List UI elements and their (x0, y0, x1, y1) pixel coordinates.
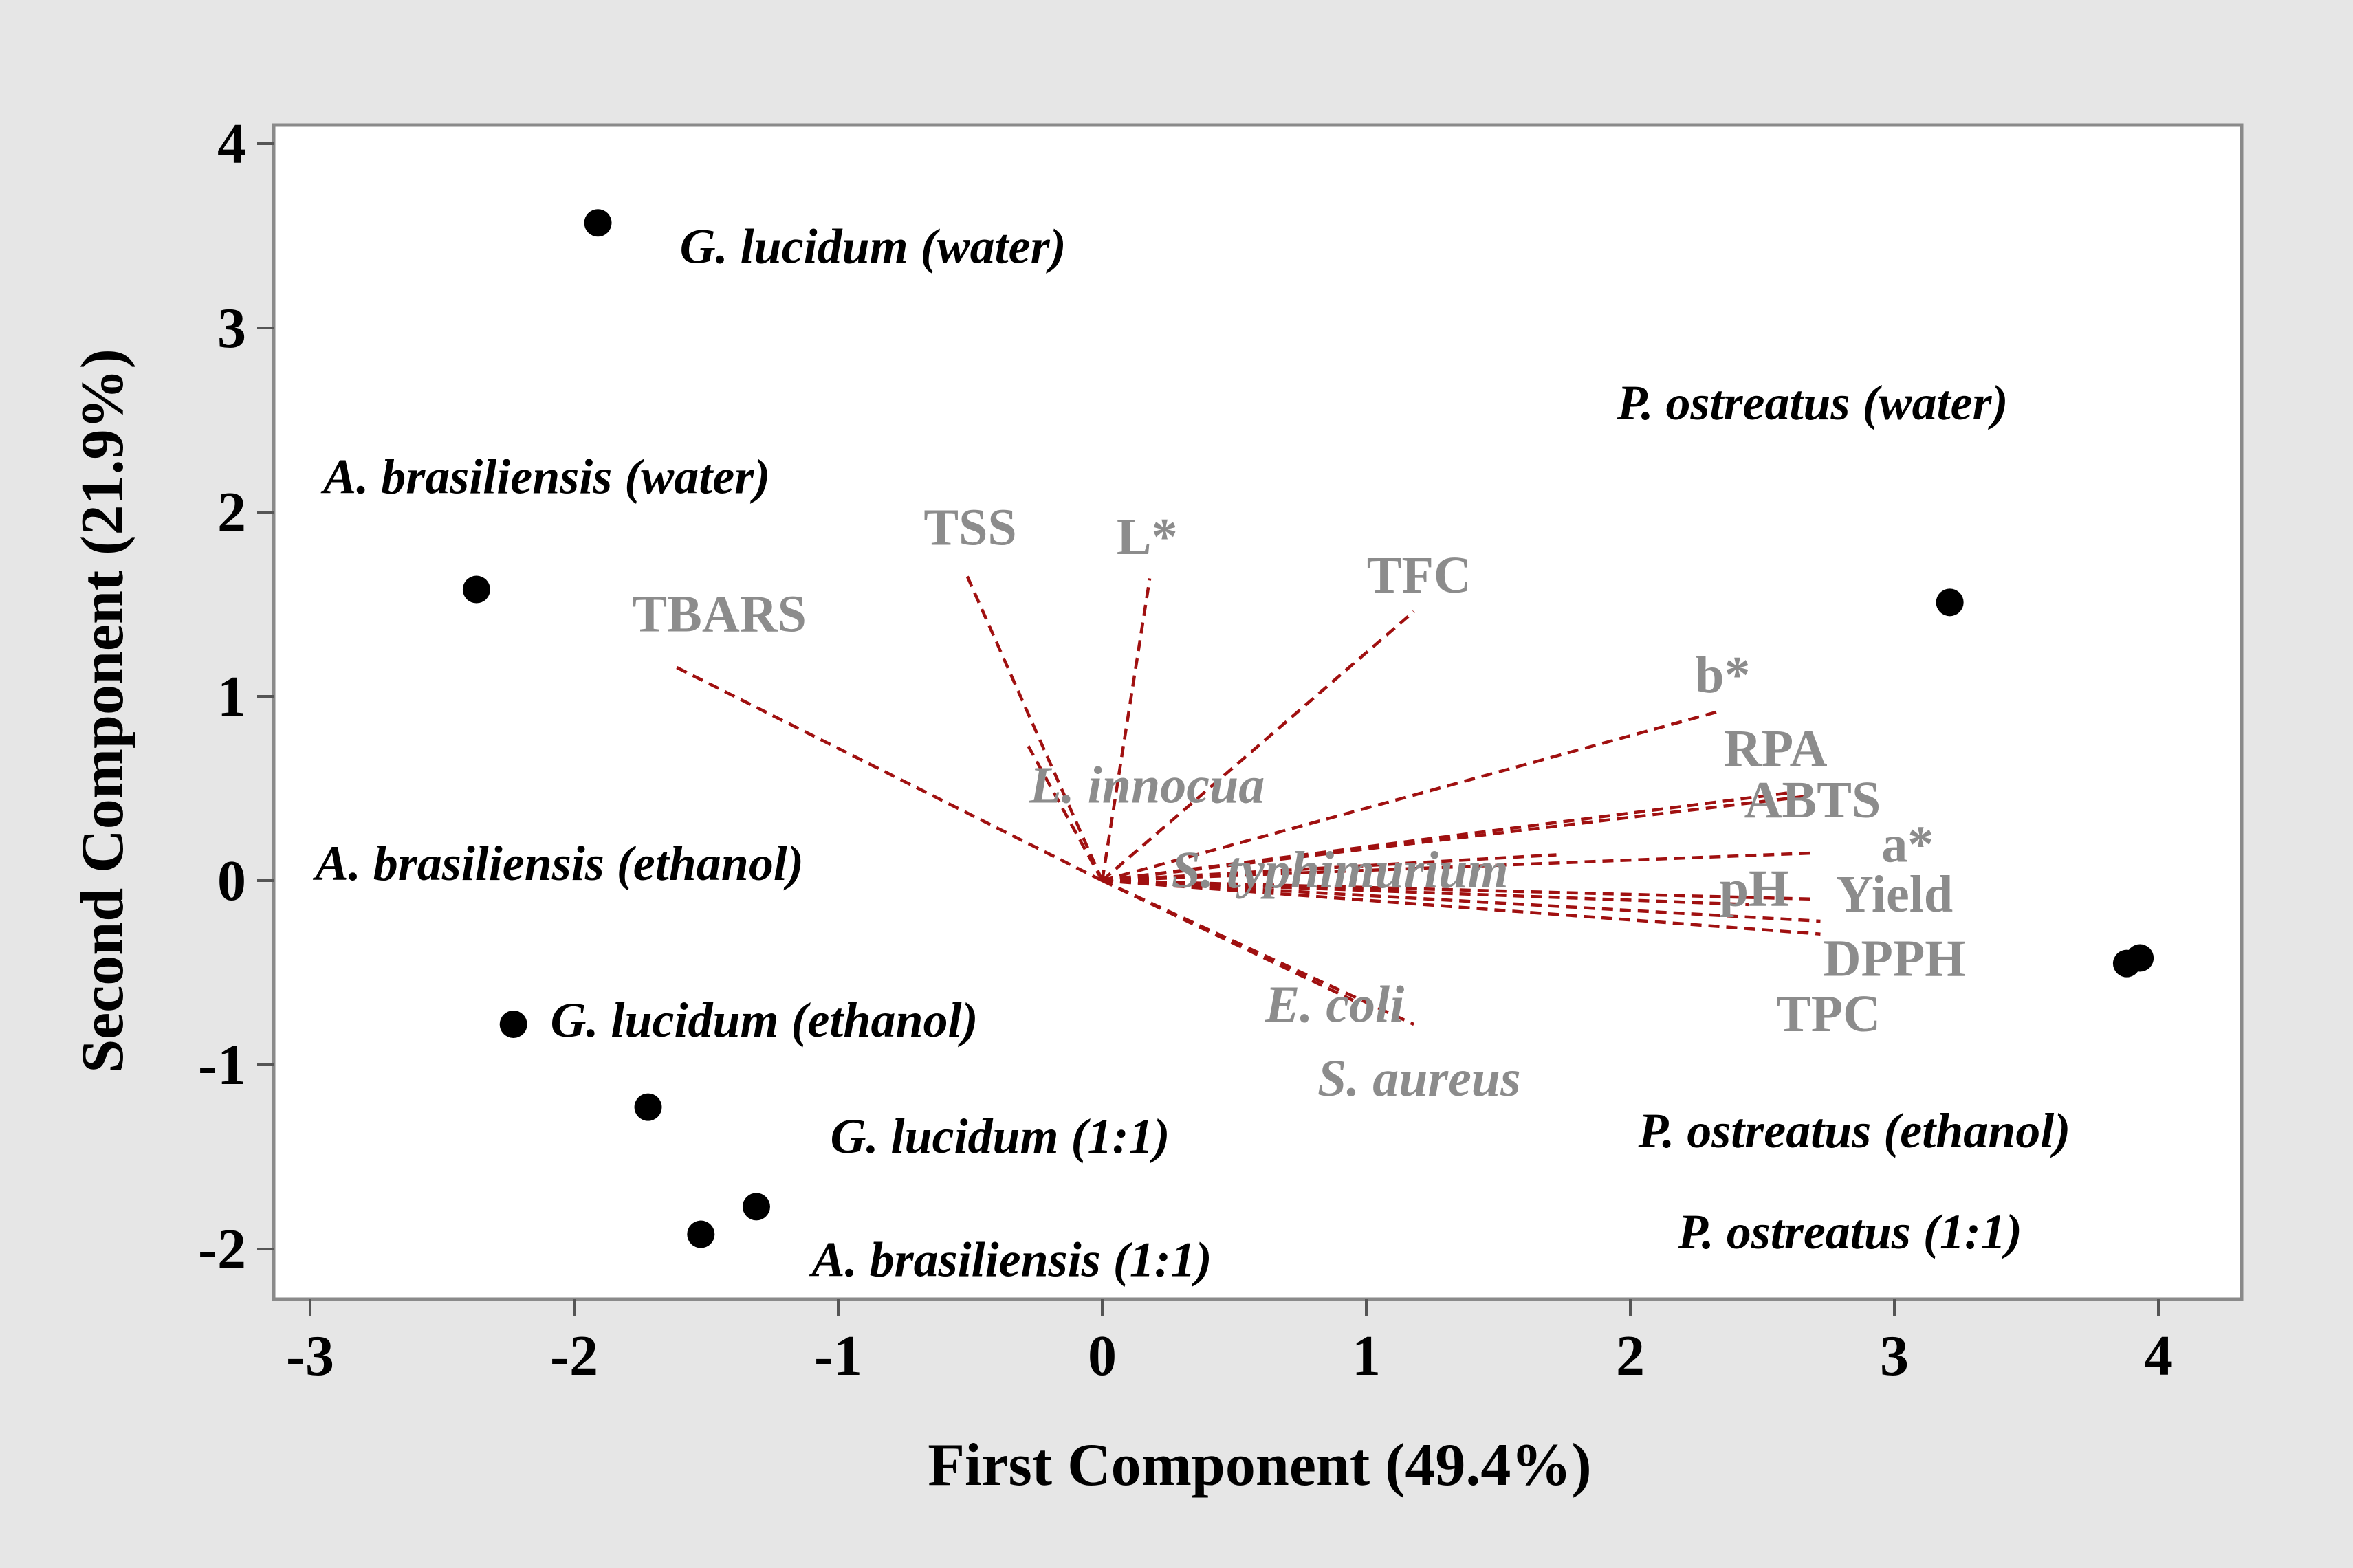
y-tick-label: 0 (217, 849, 246, 913)
loading-line (1102, 853, 1557, 883)
variable-label: a* (1881, 815, 1934, 873)
x-tick-label: -3 (286, 1324, 334, 1388)
sample-label: P. ostreatus (ethanol) (1638, 1103, 2071, 1158)
x-tick-label: 3 (1880, 1324, 1909, 1388)
loading-line (1100, 578, 1152, 881)
loading-line (1027, 745, 1104, 882)
variable-label: b* (1695, 646, 1750, 704)
sample-label: P. ostreatus (water) (1617, 375, 2009, 430)
sample-label: G. lucidum (water) (680, 219, 1066, 274)
sample-point (462, 575, 490, 604)
variable-label: L* (1117, 508, 1178, 566)
loading-line (1102, 879, 1415, 1026)
variable-label: RPA (1724, 720, 1828, 777)
sample-point (499, 1011, 527, 1039)
sample-point (742, 1193, 770, 1221)
variable-label: L. innocua (1029, 757, 1265, 815)
loading-line (1102, 879, 1810, 901)
sample-label: A. brasiliensis (ethanol) (313, 836, 804, 891)
x-tick-label: 4 (2144, 1324, 2173, 1388)
sample-label: P. ostreatus (1:1) (1677, 1204, 2022, 1259)
sample-point (584, 209, 612, 237)
x-axis: -3 -2 -1 0 1 2 3 4 (286, 1299, 2173, 1388)
variable-label: pH (1720, 860, 1789, 918)
x-tick-label: -2 (550, 1324, 598, 1388)
y-tick-label: -1 (198, 1033, 246, 1097)
x-axis-title: First Component (49.4%) (928, 1432, 1591, 1499)
variable-label: S. typhimurium (1172, 841, 1509, 899)
y-axis: -2 -1 0 1 2 3 4 (198, 112, 274, 1281)
loading-line (1102, 879, 1821, 923)
variable-label: TBARS (632, 585, 806, 643)
sample-label: A. brasiliensis (water) (320, 449, 770, 504)
variable-label: Yield (1836, 865, 1953, 923)
loading-vectors (671, 570, 1821, 1026)
y-axis-title: Second Component (21.9%) (69, 349, 136, 1073)
variable-label: DPPH (1824, 930, 1966, 988)
sample-label: G. lucidum (ethanol) (550, 993, 978, 1048)
y-tick-label: 2 (217, 481, 246, 544)
variable-label: E. coli (1265, 976, 1405, 1034)
y-tick-label: 4 (217, 112, 246, 176)
loading-line (1102, 794, 1810, 883)
sample-label: A. brasiliensis (1:1) (809, 1232, 1212, 1287)
x-tick-label: 2 (1616, 1324, 1645, 1388)
y-tick-label: 1 (217, 665, 246, 729)
loading-line (671, 663, 1104, 883)
loading-line (963, 570, 1104, 881)
variable-label: ABTS (1744, 771, 1881, 829)
variable-label: S. aureus (1317, 1050, 1521, 1107)
variable-label: TPC (1776, 985, 1881, 1043)
loading-line (1102, 879, 1821, 936)
x-tick-label: 0 (1088, 1324, 1117, 1388)
sample-labels: G. lucidum (water) A. brasiliensis (water… (313, 219, 2071, 1287)
sample-label: G. lucidum (1:1) (830, 1109, 1170, 1164)
sample-point (687, 1220, 715, 1248)
sample-point (2126, 944, 2154, 972)
sample-point (1936, 588, 1964, 617)
loading-line (1101, 610, 1415, 882)
variable-label: TFC (1367, 546, 1471, 604)
x-tick-label: -1 (814, 1324, 862, 1388)
plot-area (272, 123, 2244, 1301)
y-tick-label: 3 (217, 296, 246, 360)
sample-point (634, 1093, 662, 1121)
x-tick-label: 1 (1352, 1324, 1381, 1388)
loading-line (1102, 851, 1815, 883)
y-tick-label: -2 (198, 1217, 246, 1281)
variable-label: TSS (923, 498, 1016, 556)
sample-points (462, 209, 2154, 1248)
